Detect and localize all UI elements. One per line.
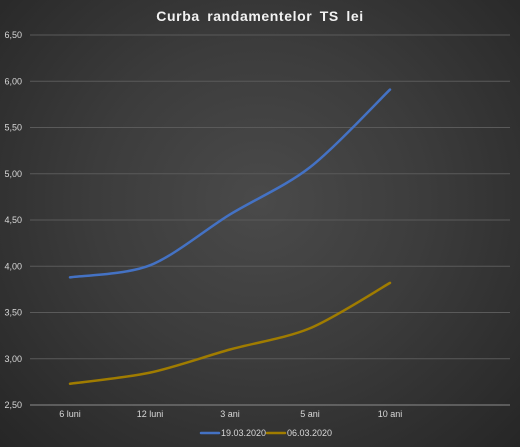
- x-tick-label: 6 luni: [59, 409, 81, 419]
- y-tick-label: 5,50: [4, 123, 22, 133]
- x-tick-label: 12 luni: [137, 409, 164, 419]
- x-tick-label: 10 ani: [378, 409, 403, 419]
- grid-lines: [30, 34, 510, 406]
- legend: 19.03.2020 06.03.2020: [199, 428, 332, 438]
- y-tick-label: 2,50: [4, 400, 22, 410]
- y-tick-label: 6,00: [4, 76, 22, 86]
- series-line-0: [68, 88, 392, 279]
- legend-label-1: 06.03.2020: [287, 428, 332, 438]
- chart-title: Curba randamentelor TS lei: [156, 8, 364, 24]
- x-tick-label: 3 ani: [220, 409, 240, 419]
- x-axis-tick-labels: 6 luni 12 luni 3 ani 5 ani 10 ani: [59, 409, 402, 419]
- y-tick-label: 3,50: [4, 308, 22, 318]
- y-tick-label: 4,50: [4, 215, 22, 225]
- y-tick-label: 3,00: [4, 354, 22, 364]
- x-tick-label: 5 ani: [300, 409, 320, 419]
- y-axis-tick-labels: 2,50 3,00 3,50 4,00 4,50 5,00 5,50 6,00 6,50: [4, 30, 22, 410]
- y-tick-label: 6,50: [4, 30, 22, 40]
- legend-label-0: 19.03.2020: [221, 428, 266, 438]
- series-lines: [68, 88, 392, 385]
- series-line-1: [68, 281, 392, 385]
- y-tick-label: 5,00: [4, 169, 22, 179]
- y-tick-label: 4,00: [4, 261, 22, 271]
